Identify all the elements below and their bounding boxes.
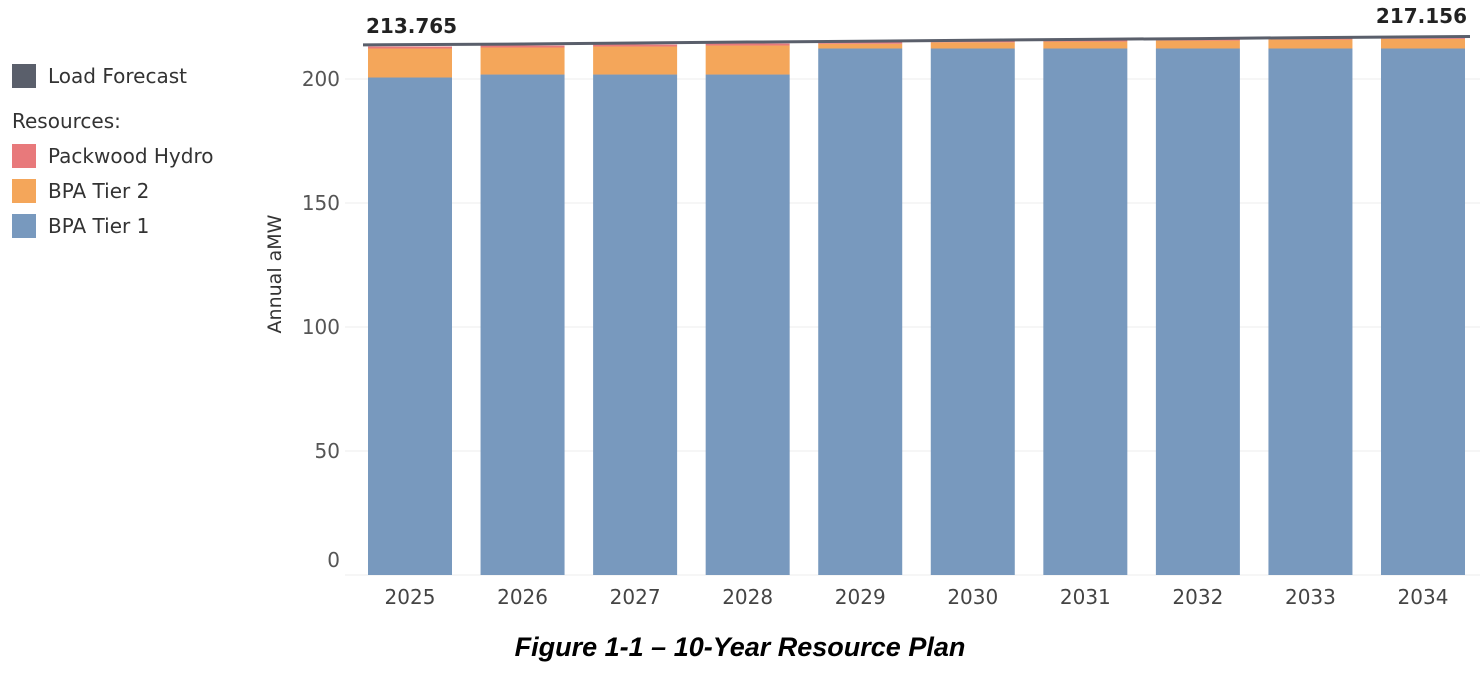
- bar-bpa-tier-2-2031: [1043, 41, 1128, 49]
- y-tick-label-200: 200: [302, 67, 340, 91]
- legend-swatch-bpa-tier-1: [12, 213, 36, 238]
- bar-bpa-tier-1-2028: [705, 74, 790, 575]
- y-tick-label-0: 0: [327, 548, 340, 572]
- legend-label-packwood-hydro: Packwood Hydro: [48, 143, 214, 168]
- legend-label-bpa-tier-1: BPA Tier 1: [48, 213, 150, 238]
- y-tick-label-150: 150: [302, 191, 340, 215]
- y-axis-label: Annual aMW: [264, 214, 286, 333]
- legend: Load Forecast Resources: Packwood Hydro …: [12, 58, 252, 243]
- bar-bpa-tier-2-2025: [368, 48, 452, 78]
- bar-packwood-hydro-2026: [480, 45, 565, 48]
- load-forecast-line: [362, 34, 1471, 47]
- figure-caption: Figure 1-1 – 10-Year Resource Plan: [514, 632, 966, 662]
- legend-item-packwood-hydro: Packwood Hydro: [12, 138, 252, 173]
- x-tick-label-2032: 2032: [1172, 585, 1223, 609]
- bar-packwood-hydro-2027: [593, 44, 678, 47]
- x-tick-label-2029: 2029: [835, 585, 886, 609]
- bar-bpa-tier-2-2032: [1155, 40, 1240, 49]
- bar-bpa-tier-1-2026: [480, 74, 565, 575]
- bar-bpa-tier-1-2031: [1043, 48, 1128, 576]
- bar-packwood-hydro-2025: [368, 46, 452, 49]
- legend-label-bpa-tier-2: BPA Tier 2: [48, 178, 150, 203]
- bar-bpa-tier-2-2026: [480, 47, 565, 75]
- load-forecast-end-label: 217.156: [1376, 4, 1467, 28]
- x-tick-label-2026: 2026: [497, 585, 548, 609]
- legend-label-load-forecast: Load Forecast: [48, 63, 187, 88]
- bar-packwood-hydro-2028: [705, 43, 790, 46]
- y-tick-label-100: 100: [302, 315, 340, 339]
- resource-plan-chart: 0 50 100 150 200 Annual aMW 2025 2026 2027 2028 20…: [264, 4, 1480, 609]
- bar-bpa-tier-2-2034: [1381, 38, 1465, 49]
- legend-swatch-bpa-tier-2: [12, 178, 36, 203]
- legend-resources-heading: Resources:: [12, 109, 121, 133]
- x-tick-label-2033: 2033: [1285, 585, 1336, 609]
- legend-swatch-packwood-hydro: [12, 143, 36, 168]
- legend-item-bpa-tier-2: BPA Tier 2: [12, 173, 252, 208]
- bar-bpa-tier-1-2032: [1155, 48, 1240, 576]
- bar-bpa-tier-2-2033: [1268, 39, 1353, 49]
- y-tick-label-50: 50: [315, 439, 340, 463]
- load-forecast-start-label: 213.765: [366, 14, 457, 38]
- x-tick-label-2027: 2027: [610, 585, 661, 609]
- x-tick-label-2025: 2025: [385, 585, 436, 609]
- x-tick-label-2034: 2034: [1398, 585, 1449, 609]
- legend-item-load-forecast: Load Forecast: [12, 58, 252, 93]
- bar-bpa-tier-2-2029: [818, 43, 903, 49]
- bar-bpa-tier-1-2027: [593, 74, 678, 575]
- bar-bpa-tier-2-2030: [930, 42, 1015, 49]
- legend-swatch-load-forecast: [12, 63, 36, 88]
- x-tick-label-2031: 2031: [1060, 585, 1111, 609]
- bar-bpa-tier-2-2028: [705, 45, 790, 75]
- bar-bpa-tier-1-2034: [1381, 48, 1465, 576]
- bar-bpa-tier-1-2029: [818, 48, 903, 576]
- bar-bpa-tier-1-2030: [930, 48, 1015, 576]
- bar-bpa-tier-2-2027: [593, 46, 678, 75]
- legend-item-bpa-tier-1: BPA Tier 1: [12, 208, 252, 243]
- x-tick-label-2028: 2028: [722, 585, 773, 609]
- bar-bpa-tier-1-2033: [1268, 48, 1353, 576]
- bar-bpa-tier-1-2025: [368, 77, 452, 576]
- x-tick-label-2030: 2030: [947, 585, 998, 609]
